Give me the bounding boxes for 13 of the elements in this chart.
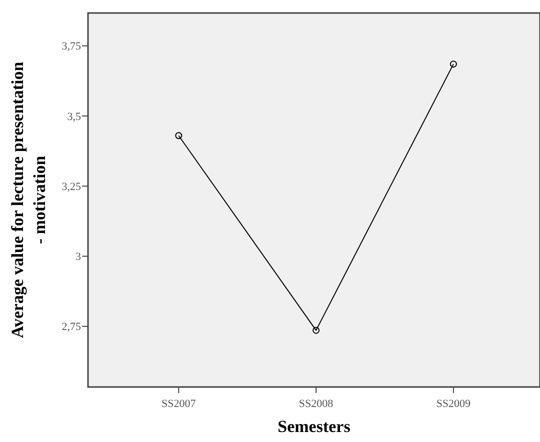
- y-tick-label: 2,75: [62, 321, 82, 334]
- x-tick-label: SS2009: [436, 398, 472, 410]
- y-tick-label: 3,75: [62, 40, 82, 53]
- point: [450, 60, 457, 68]
- y-axis-title: Average value for lecture presentation - motivation: [8, 61, 49, 338]
- point: [175, 132, 182, 140]
- y-tick-label: 3: [76, 251, 82, 264]
- y-tick-label: 3,5: [67, 110, 82, 123]
- x-tick-label: SS2008: [298, 398, 334, 410]
- point: [312, 326, 320, 334]
- x-tick-label: SS2007: [162, 398, 196, 410]
- y-tick-label: 3,25: [62, 180, 82, 193]
- x-axis-title: Semesters: [278, 417, 351, 436]
